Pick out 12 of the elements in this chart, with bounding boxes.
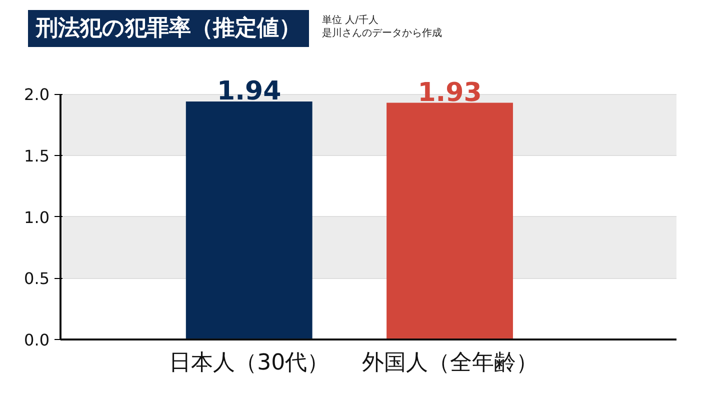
x-tick-label: 外国人（全年齢） (362, 350, 538, 376)
y-tick-label: 1.0 (24, 208, 50, 228)
x-tick-label: 日本人（30代） (169, 350, 330, 376)
data-label: 1.93 (418, 78, 482, 108)
text: 単位 人/千人 (322, 15, 379, 26)
y-tick-label: 2.0 (24, 86, 50, 105)
y-tick-label: 0.5 (24, 270, 50, 289)
chart-title: 刑法犯の犯罪率（推定値） (36, 14, 301, 43)
y-tick-label: 1.5 (24, 146, 50, 166)
text: 是川さんのデータから作成 (322, 28, 442, 39)
data-label: 1.94 (217, 76, 282, 107)
y-tick-label: 0.0 (24, 330, 50, 350)
